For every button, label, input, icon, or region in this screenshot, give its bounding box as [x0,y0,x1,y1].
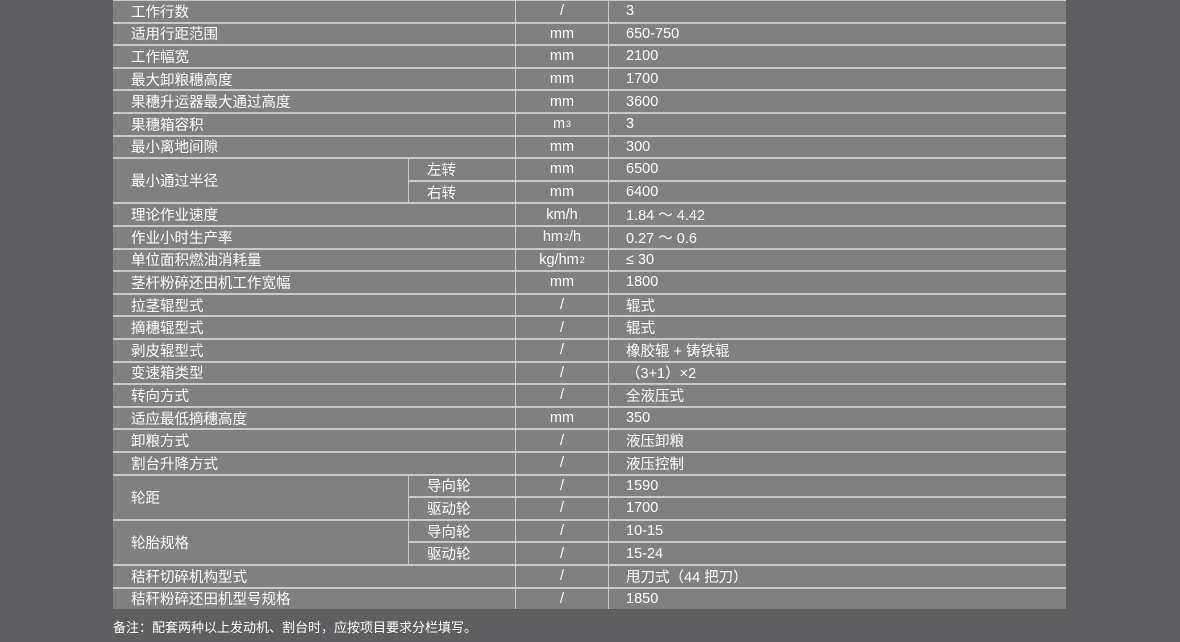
value-cell: 液压控制 [608,451,1066,474]
unit-cell: km/h [515,202,608,225]
sub-param-name: 驱动轮 [408,541,515,564]
value-cell: 1800 [608,270,1066,293]
param-name: 秸秆粉碎还田机型号规格 [113,586,515,610]
value-cell: 6500 [608,157,1066,180]
param-name: 作业小时生产率 [113,225,515,248]
value-cell: 350 [608,405,1066,429]
unit-cell: mm [515,179,608,203]
param-name: 工作行数 [113,0,515,22]
value-cell: 3 [608,112,1066,135]
unit-cell: mm [515,21,608,45]
value-cell: 3600 [608,89,1066,112]
value-cell: 0.27 ～ 0.6 [608,225,1066,248]
param-name: 最小离地间隙 [113,134,515,158]
param-name: 转向方式 [113,383,515,406]
unit-cell: mm [515,157,608,180]
unit-cell: / [515,586,608,610]
value-cell: 3 [608,0,1066,22]
value-cell: 15-24 [608,541,1066,564]
param-name: 卸粮方式 [113,428,515,451]
value-cell: 1700 [608,66,1066,90]
value-cell: 全液压式 [608,383,1066,406]
value-cell: 1850 [608,586,1066,610]
param-name: 割台升降方式 [113,451,515,474]
unit-cell: mm [515,405,608,429]
param-name: 变速箱类型 [113,360,515,384]
footnote: 备注：配套两种以上发动机、割台时，应按项目要求分栏填写。 [113,621,478,636]
param-name: 轮胎规格 [113,518,408,564]
unit-cell: mm [515,66,608,90]
param-name: 茎杆粉碎还田机工作宽幅 [113,270,515,293]
unit-cell: / [515,496,608,519]
unit-cell: / [515,541,608,564]
value-cell: 辊式 [608,315,1066,338]
unit-cell: mm [515,44,608,67]
sub-param-name: 右转 [408,179,515,203]
unit-cell: / [515,518,608,542]
param-name: 适应最低摘穗高度 [113,405,515,429]
unit-cell: / [515,564,608,587]
value-cell: 液压卸粮 [608,428,1066,451]
unit-cell: / [515,0,608,22]
param-name: 理论作业速度 [113,202,515,225]
value-cell: 1700 [608,496,1066,519]
value-cell: 10-15 [608,518,1066,542]
sub-param-name: 导向轮 [408,518,515,542]
value-cell: 2100 [608,44,1066,67]
param-name: 拉茎辊型式 [113,292,515,316]
param-name: 工作幅宽 [113,44,515,67]
unit-cell: / [515,383,608,406]
param-name: 轮距 [113,473,408,519]
param-name: 果穗升运器最大通过高度 [113,89,515,112]
param-name: 最小通过半径 [113,157,408,203]
unit-cell: hm 2/h [515,225,608,248]
param-name: 单位面积燃油消耗量 [113,247,515,271]
sub-param-name: 左转 [408,157,515,180]
sub-param-name: 导向轮 [408,473,515,497]
unit-cell: mm [515,89,608,112]
param-name: 剥皮辊型式 [113,338,515,361]
unit-cell: / [515,473,608,497]
unit-cell: / [515,292,608,316]
param-name: 果穗箱容积 [113,112,515,135]
unit-cell: mm [515,134,608,158]
param-name: 秸秆切碎机构型式 [113,564,515,587]
param-name: 摘穗辊型式 [113,315,515,338]
value-cell: 1590 [608,473,1066,497]
unit-cell: mm [515,270,608,293]
value-cell: （3+1）×2 [608,360,1066,384]
unit-cell: / [515,338,608,361]
sub-param-name: 驱动轮 [408,496,515,519]
param-name: 适用行距范围 [113,21,515,45]
value-cell: 甩刀式（44 把刀） [608,564,1066,587]
value-cell: 300 [608,134,1066,158]
unit-cell: / [515,451,608,474]
value-cell: ≤ 30 [608,247,1066,271]
unit-cell: / [515,315,608,338]
unit-cell: / [515,428,608,451]
value-cell: 650-750 [608,21,1066,45]
unit-cell: / [515,360,608,384]
value-cell: 橡胶辊 + 铸铁辊 [608,338,1066,361]
unit-cell: kg/hm 2 [515,247,608,271]
value-cell: 辊式 [608,292,1066,316]
value-cell: 6400 [608,179,1066,203]
param-name: 最大卸粮穗高度 [113,66,515,90]
value-cell: 1.84 ～ 4.42 [608,202,1066,225]
